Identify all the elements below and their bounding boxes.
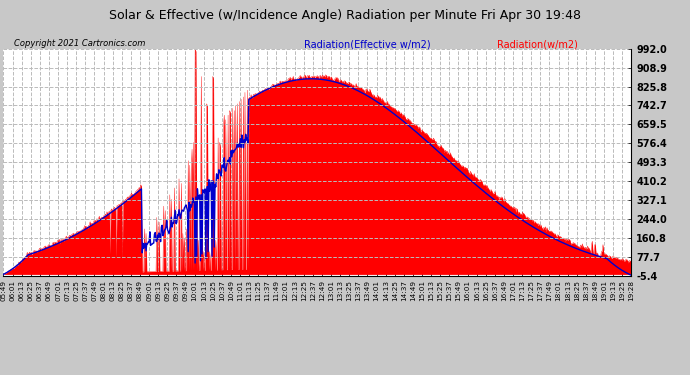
- Text: Solar & Effective (w/Incidence Angle) Radiation per Minute Fri Apr 30 19:48: Solar & Effective (w/Incidence Angle) Ra…: [109, 9, 581, 22]
- Text: Radiation(Effective w/m2): Radiation(Effective w/m2): [304, 39, 431, 50]
- Text: Copyright 2021 Cartronics.com: Copyright 2021 Cartronics.com: [14, 39, 145, 48]
- Text: Radiation(w/m2): Radiation(w/m2): [497, 39, 578, 50]
